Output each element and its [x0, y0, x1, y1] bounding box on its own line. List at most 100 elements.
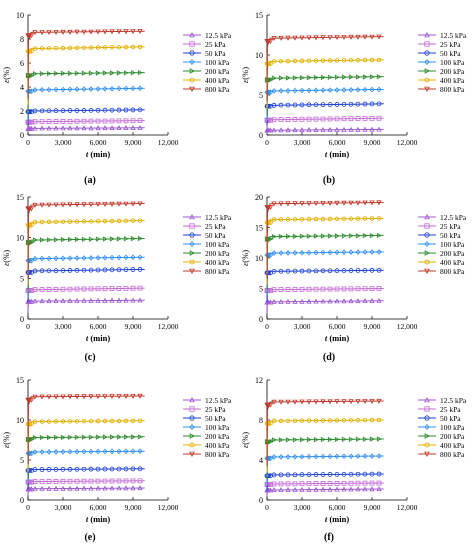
data-point: [292, 58, 298, 64]
data-point: [278, 250, 284, 256]
data-point: [278, 233, 284, 240]
legend-label: 400 kPa: [440, 76, 465, 85]
y-tick-label: 20: [255, 193, 263, 202]
data-point: [88, 45, 94, 51]
data-point: [320, 286, 326, 292]
data-point: [292, 201, 298, 207]
data-point: [95, 118, 101, 124]
data-point: [327, 249, 333, 256]
data-point: [60, 236, 66, 243]
series-line: [266, 269, 384, 303]
data-point: [292, 35, 298, 41]
data-point: [116, 201, 122, 207]
data-point: [334, 480, 340, 486]
y-tick-label: 4: [259, 456, 263, 465]
data-point: [341, 87, 347, 93]
series-6: [264, 34, 384, 102]
data-point: [130, 44, 136, 50]
data-point: [362, 249, 368, 255]
data-point: [67, 478, 73, 484]
data-point: [313, 486, 319, 492]
series-3: [25, 85, 145, 120]
data-point: [88, 434, 94, 440]
data-point: [369, 74, 375, 80]
y-tick-label: 10: [16, 11, 24, 20]
data-point: [306, 233, 312, 239]
data-point: [39, 419, 45, 424]
series-line: [27, 268, 145, 303]
data-point: [53, 70, 59, 77]
series-line: [27, 72, 145, 114]
data-point: [278, 35, 284, 41]
data-point: [88, 218, 94, 224]
data-point: [271, 250, 277, 256]
data-point: [81, 236, 87, 242]
x-tick-label: 12,000: [158, 322, 179, 331]
data-point: [306, 201, 312, 207]
y-axis-label: ε(%): [240, 250, 250, 266]
x-tick-label: 6,000: [329, 322, 346, 331]
data-point: [334, 35, 340, 41]
data-point: [299, 399, 305, 405]
series-1: [264, 286, 384, 309]
data-point: [355, 216, 361, 222]
data-point: [271, 217, 277, 222]
data-point: [74, 466, 80, 472]
data-point: [32, 30, 38, 36]
data-point: [306, 298, 312, 304]
data-point: [32, 71, 38, 77]
y-axis-label-var: ε: [1, 444, 11, 448]
data-point: [28, 88, 35, 95]
data-point: [46, 125, 52, 131]
data-point: [102, 29, 108, 35]
data-point: [53, 286, 59, 292]
data-point: [28, 450, 35, 457]
data-point: [29, 119, 34, 125]
data-point: [32, 46, 38, 51]
data-point: [341, 298, 347, 304]
data-point: [123, 70, 129, 76]
x-tick-label: 12,000: [158, 138, 179, 147]
data-point: [334, 126, 340, 132]
data-point: [130, 235, 136, 242]
data-point: [39, 119, 45, 125]
data-point: [292, 481, 298, 487]
x-axis-label-unit: (min): [327, 149, 349, 159]
data-point: [267, 299, 274, 305]
data-point: [60, 449, 66, 455]
data-point: [299, 87, 305, 94]
data-point: [299, 268, 305, 274]
data-point: [306, 58, 312, 64]
data-point: [362, 200, 368, 206]
data-point: [355, 87, 361, 93]
data-point: [292, 268, 298, 274]
data-point: [348, 486, 354, 492]
legend-marker: [424, 241, 430, 247]
data-point: [137, 44, 143, 50]
data-point: [285, 102, 291, 108]
legend-label: 400 kPa: [440, 441, 465, 450]
data-point: [130, 201, 136, 207]
data-point: [29, 479, 34, 485]
x-tick-label: 12,000: [397, 138, 418, 147]
data-point: [39, 449, 45, 455]
data-point: [116, 466, 122, 472]
data-point: [95, 466, 101, 472]
series-5: [25, 218, 145, 286]
series-line: [27, 487, 145, 497]
data-point: [102, 254, 108, 261]
data-point: [46, 287, 52, 292]
data-point: [285, 58, 291, 64]
data-point: [271, 481, 277, 487]
data-point: [102, 70, 108, 76]
data-point: [123, 485, 129, 491]
data-point: [369, 486, 375, 492]
x-tick-label: 0: [26, 322, 30, 331]
data-point: [341, 399, 347, 405]
x-tick-label: 3,000: [294, 138, 311, 147]
data-point: [53, 394, 59, 400]
data-point: [67, 70, 73, 77]
y-axis-label-var: ε: [240, 262, 250, 266]
data-point: [116, 236, 122, 242]
legend-label: 12.5 kPa: [440, 396, 467, 405]
